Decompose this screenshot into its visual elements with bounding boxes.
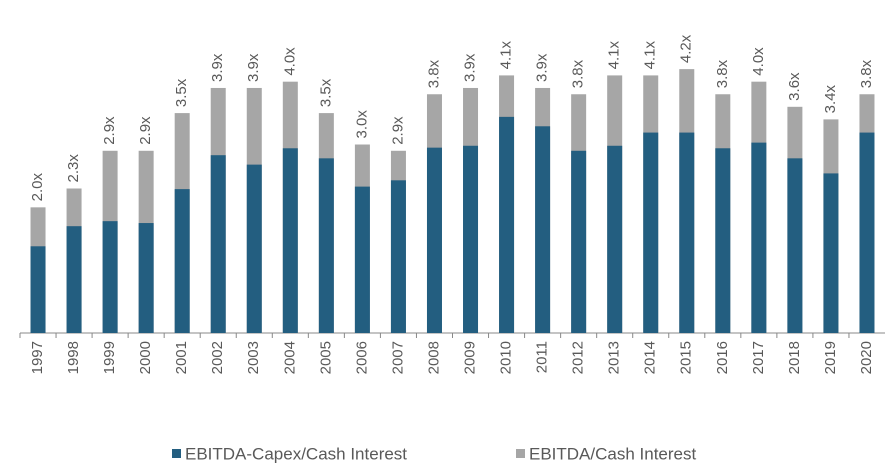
bar [66,226,82,333]
value-label: 3.9x [461,53,478,82]
x-tick-label: 2012 [570,341,587,374]
bar [426,147,442,333]
bar [354,186,370,333]
bar [390,180,406,333]
x-tick-label: 2015 [678,341,695,374]
bar [715,148,731,333]
x-tick-label: 1999 [101,341,118,374]
value-label: 4.1x [642,41,659,70]
value-label: 3.8x [570,59,587,88]
x-tick-label: 2016 [714,341,731,374]
bar [499,116,515,333]
bar [823,173,839,333]
x-tick-label: 1997 [29,341,46,374]
value-label: 4.2x [678,34,695,63]
value-label: 3.9x [209,53,226,82]
value-label: 4.0x [750,47,767,76]
value-label: 3.9x [534,53,551,82]
x-tick-label: 2003 [245,341,262,374]
value-label: 4.1x [498,41,515,70]
bar [282,148,298,333]
value-label: 3.8x [425,59,442,88]
value-label: 4.0x [281,47,298,76]
value-label: 3.5x [173,78,190,107]
x-tick-label: 2018 [786,341,803,374]
bar [787,158,803,333]
x-tick-label: 1998 [65,341,82,374]
value-label: 3.0x [353,110,370,139]
bar [859,132,875,333]
value-label: 3.5x [317,78,334,107]
bar [571,150,587,333]
x-tick-label: 2007 [389,341,406,374]
value-label: 2.9x [389,116,406,145]
legend-swatch [172,449,181,458]
bar [607,145,623,333]
legend-label: EBITDA-Capex/Cash Interest [185,444,407,463]
x-tick-label: 2010 [498,341,515,374]
x-tick-label: 2002 [209,341,226,374]
x-tick-label: 2009 [461,341,478,374]
value-label: 2.0x [29,172,46,201]
value-label: 3.4x [822,85,839,114]
bar [643,132,659,333]
x-tick-label: 2000 [137,341,154,374]
x-tick-label: 2008 [425,341,442,374]
x-tick-label: 2011 [534,341,551,373]
bar [535,126,551,333]
bar [246,164,262,333]
bar [174,189,190,333]
value-label: 3.8x [858,59,875,88]
bar [210,155,226,333]
bar [679,132,695,333]
bar [138,223,154,333]
x-tick-label: 2017 [750,341,767,374]
value-label: 2.9x [101,116,118,145]
value-label: 4.1x [606,41,623,70]
legend-swatch [516,449,525,458]
x-tick-label: 2020 [858,341,875,374]
bar [463,145,479,333]
value-label: 3.9x [245,53,262,82]
x-tick-label: 2001 [173,341,190,374]
value-label: 3.8x [714,59,731,88]
value-label: 3.6x [786,72,803,101]
legend-label: EBITDA/Cash Interest [529,444,697,463]
x-tick-label: 2014 [642,341,659,374]
bar [318,158,334,333]
x-tick-label: 2005 [317,341,334,374]
value-label: 2.3x [65,154,82,183]
bar [751,142,767,333]
bar [30,246,46,333]
bar [102,221,118,333]
x-tick-label: 2004 [281,341,298,374]
x-tick-label: 2006 [353,341,370,374]
value-label: 2.9x [137,116,154,145]
x-tick-label: 2013 [606,341,623,374]
x-tick-label: 2019 [822,341,839,374]
